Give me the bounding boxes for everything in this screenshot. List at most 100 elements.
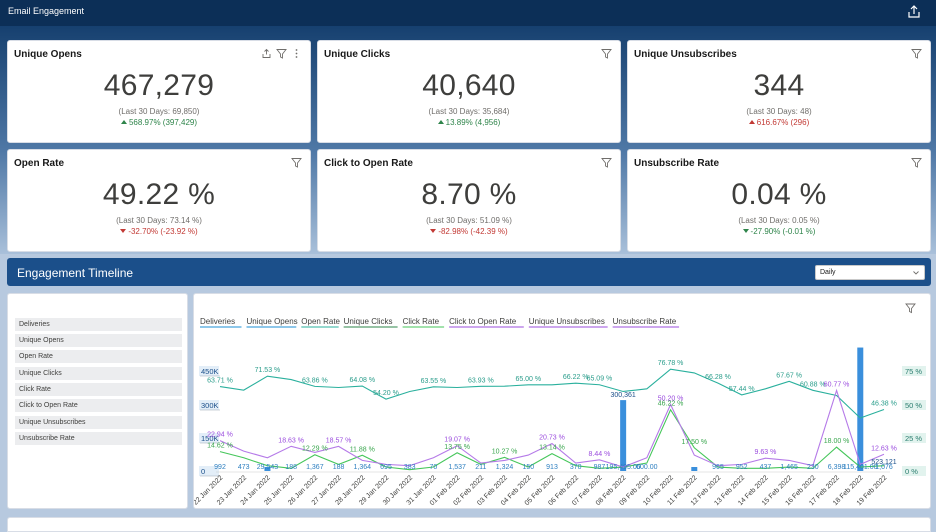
deliveries-bar	[857, 347, 864, 471]
kpi-actions	[291, 157, 302, 168]
unique-opens-label: 370	[570, 464, 582, 471]
metric-item-click-rate[interactable]: Click Rate	[15, 383, 182, 396]
filter-icon[interactable]	[291, 157, 302, 168]
click-rate-label: 46.22 %	[658, 401, 684, 408]
trend-arrow-icon	[120, 120, 127, 124]
click-rate-label: 13.75 %	[444, 444, 470, 451]
bottom-panel	[7, 517, 931, 532]
kpi-value: 49.22 %	[102, 178, 216, 211]
metric-item-click-to-open-rate[interactable]: Click to Open Rate	[15, 399, 182, 412]
kpi-delta: 568.97% (397,429)	[8, 118, 310, 127]
trend-arrow-icon	[748, 120, 755, 124]
open-rate-label: 63.93 %	[468, 377, 494, 384]
click-to-open-rate-label: 12.63 %	[871, 445, 897, 452]
click-to-open-rate-label: 60.77 %	[824, 381, 850, 388]
unique-opens-label: 1,367	[306, 464, 324, 471]
kpi-delta: -27.90% (-0.01 %)	[628, 227, 930, 236]
trend-arrow-icon	[430, 229, 437, 233]
open-rate-label: 46.38 %	[871, 401, 897, 408]
kpi-card-open-rate: Open Rate 49.22 % (Last 30 Days: 73.14 %) -…	[7, 149, 311, 252]
kpi-delta-text: 568.97% (397,429)	[128, 118, 198, 127]
deliveries-bar	[264, 467, 271, 471]
click-to-open-rate-label: 19.07 %	[444, 437, 470, 444]
kpi-card-unique-clicks: Unique Clicks 40,640 (Last 30 Days: 35,684…	[317, 40, 621, 143]
left-axis-tick-bg	[199, 466, 219, 476]
kpi-title: Click to Open Rate	[324, 158, 413, 169]
kpi-delta-text: -32.70% (-23.92 %)	[128, 227, 198, 236]
open-rate-label: 66.22 %	[563, 374, 589, 381]
metric-item-unique-unsubscribes[interactable]: Unique Unsubscribes	[15, 416, 182, 429]
kpi-actions	[601, 157, 612, 168]
unique-opens-label: 473	[238, 464, 250, 471]
left-axis-tick-bg	[199, 433, 219, 443]
unique-opens-label: 188	[285, 464, 297, 471]
filter-icon[interactable]	[601, 48, 612, 59]
metric-item-unique-clicks[interactable]: Unique Clicks	[15, 367, 182, 380]
kpi-last-30-days: (Last 30 Days: 48)	[746, 107, 812, 116]
click-rate-label: 17.50 %	[681, 439, 707, 446]
kpi-delta-text: 616.67% (296)	[756, 118, 810, 127]
open-rate-label: 66.28 %	[705, 374, 731, 381]
filter-icon[interactable]	[905, 303, 916, 314]
click-rate-label: 13.14 %	[539, 445, 565, 452]
unique-opens-label: 383	[404, 464, 416, 471]
metric-item-unsubscribe-rate[interactable]: Unsubscribe Rate	[15, 432, 182, 445]
kpi-value: 8.70 %	[421, 178, 517, 211]
unique-opens-label: 952	[736, 464, 748, 471]
open-rate-label: 71.53 %	[255, 367, 281, 374]
filter-icon[interactable]	[911, 48, 922, 59]
left-axis-tick: 0	[201, 467, 205, 476]
click-rate-line	[219, 408, 885, 471]
kpi-value: 467,279	[103, 69, 215, 102]
filter-icon[interactable]	[601, 157, 612, 168]
unique-opens-label: 437	[760, 464, 772, 471]
timeline-header: Engagement Timeline Daily	[7, 258, 931, 286]
filter-icon[interactable]	[276, 48, 287, 59]
kpi-value: 0.04 %	[731, 178, 827, 211]
unique-opens-label: 29,543	[257, 464, 279, 471]
click-rate-label: 10.27 %	[492, 448, 518, 455]
kpi-last-30-days: (Last 30 Days: 51.09 %)	[426, 216, 512, 225]
unique-opens-label: 992	[214, 464, 226, 471]
unique-opens-label: 987	[594, 464, 606, 471]
metric-item-deliveries[interactable]: Deliveries	[15, 318, 182, 331]
open-rate-label: 76.78 %	[658, 360, 684, 367]
unique-opens-label: 695	[380, 464, 392, 471]
unique-opens-label: 1,364	[354, 464, 372, 471]
open-rate-label: 60.88 %	[800, 381, 826, 388]
kpi-last-30-days: (Last 30 Days: 73.14 %)	[116, 216, 202, 225]
kpi-delta: 13.89% (4,956)	[318, 118, 620, 127]
legend-item: Unique Opens	[247, 317, 298, 326]
unique-opens-label: 1,076	[875, 464, 893, 471]
granularity-value: Daily	[820, 269, 836, 276]
metric-item-unique-opens[interactable]: Unique Opens	[15, 334, 182, 347]
filter-icon[interactable]	[911, 157, 922, 168]
metric-item-open-rate[interactable]: Open Rate	[15, 350, 182, 363]
unique-opens-label: 1,324	[496, 464, 514, 471]
unique-opens-label: 115,401.00	[843, 464, 878, 471]
unique-opens-label: 1,537	[448, 464, 466, 471]
kpi-title: Open Rate	[14, 158, 65, 169]
unique-opens-label: 600.00	[636, 464, 658, 471]
kpi-card-click-to-open-rate: Click to Open Rate 8.70 % (Last 30 Days: 5…	[317, 149, 621, 252]
open-rate-label: 67.67 %	[776, 372, 802, 379]
right-axis-tick-bg	[902, 433, 926, 443]
left-axis-tick: 150K	[201, 434, 219, 443]
right-axis-tick: 75 %	[905, 367, 922, 376]
top-bar: Email Engagement	[0, 0, 936, 26]
right-axis-tick: 25 %	[905, 434, 922, 443]
unique-opens-label: 230	[807, 464, 819, 471]
unique-opens-label: 6,398	[828, 464, 846, 471]
unique-opens-label: 913	[546, 464, 558, 471]
legend-item: Click Rate	[403, 317, 440, 326]
share-icon[interactable]	[261, 48, 272, 59]
share-icon[interactable]	[906, 4, 922, 20]
timeline-chart: Deliveries Unique Opens Open Rate Unique Cl…	[192, 303, 926, 507]
click-to-open-rate-label: 9.63 %	[755, 449, 777, 456]
granularity-select[interactable]: Daily	[815, 265, 925, 280]
left-axis-tick: 300K	[201, 401, 219, 410]
more-options-icon[interactable]	[291, 48, 302, 59]
deliveries-label: 300,361	[610, 392, 635, 399]
click-to-open-rate-label: 18.57 %	[326, 437, 352, 444]
click-to-open-rate-label: 50.20 %	[658, 395, 684, 402]
